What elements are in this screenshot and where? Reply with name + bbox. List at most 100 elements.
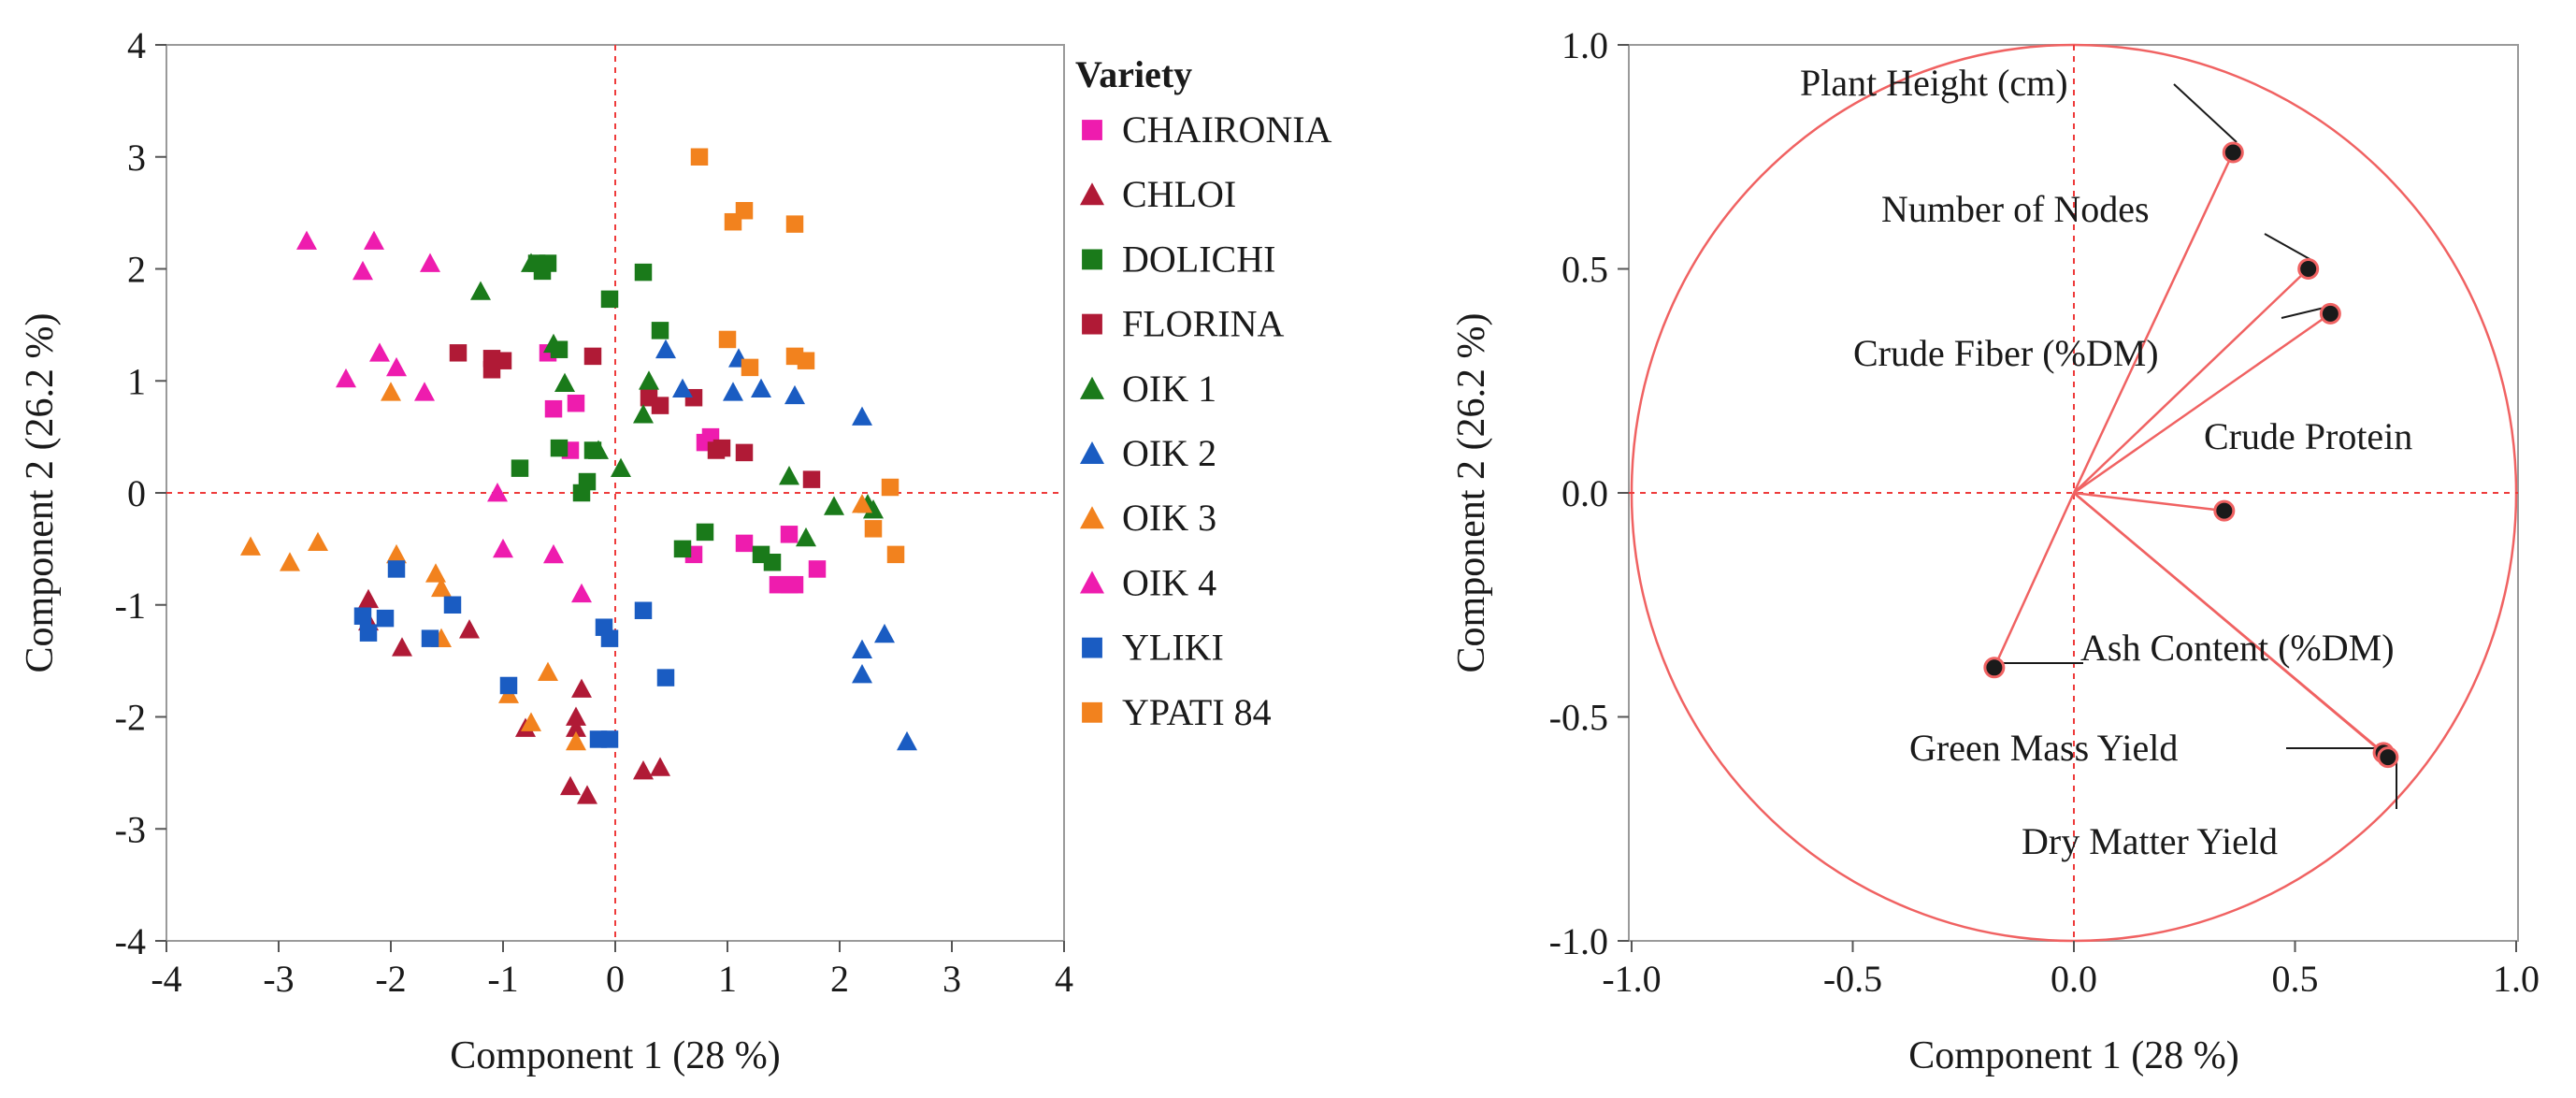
point-oik-3	[386, 543, 407, 564]
point-florina	[651, 397, 669, 414]
legend-label-oik-4: OIK 4	[1122, 561, 1216, 603]
score-x-tick-label: -3	[263, 958, 294, 1000]
score-plot: -4 -3 -2 -1 0 1 2 3 4 4 3 2 1 0 -1 -2 -3 -4 Component 1 …	[19, 24, 1073, 1077]
score-y-tick-label: 4	[127, 24, 146, 66]
loading-vector-plant-height-cm	[2072, 152, 2235, 494]
point-ypati-84	[718, 330, 737, 349]
score-y-tick-label: -1	[115, 585, 146, 627]
loading-y-tick-label: 0.5	[1561, 249, 1608, 291]
legend-marker-florina	[1082, 313, 1102, 335]
point-oik-4	[420, 253, 440, 272]
point-oik-2	[784, 384, 805, 405]
loading-vector-crude-protein	[2073, 491, 2224, 513]
loading-leader-lines	[1999, 83, 2397, 809]
point-yliki	[387, 560, 406, 578]
score-x-axis-label: Component 1 (28 %)	[450, 1034, 780, 1077]
loading-x-tick-label: 1.0	[2493, 958, 2540, 1000]
legend-marker-oik-4	[1080, 571, 1104, 594]
score-y-tick-label: -3	[115, 808, 146, 850]
loading-vectors	[1993, 152, 2389, 758]
leader-number-of-nodes	[2264, 233, 2312, 261]
point-oik-4	[493, 538, 513, 558]
point-oik-4	[543, 543, 564, 564]
loading-y-ticks: 1.0 0.5 0.0 -0.5 -1.0	[1549, 24, 1629, 962]
point-oik-2	[852, 406, 872, 426]
loading-label-plant-height: Plant Height (cm)	[1800, 62, 2068, 104]
point-chaironia	[735, 534, 754, 553]
loading-vector-dry-matter-yield	[2073, 492, 2389, 758]
loading-y-tick-label: -1.0	[1549, 920, 1608, 962]
loading-point-dry-matter-yield	[2377, 746, 2399, 769]
point-chloi	[566, 706, 586, 726]
point-dolichi	[511, 459, 529, 477]
point-oik-2	[874, 623, 895, 643]
point-oik-3	[566, 730, 586, 751]
point-florina	[712, 439, 731, 457]
point-yliki	[600, 730, 619, 748]
point-oik-2	[672, 378, 693, 397]
legend-label-chaironia: CHAIRONIA	[1122, 108, 1332, 151]
score-y-tick-label: 1	[127, 360, 146, 402]
legend-label-florina: FLORINA	[1122, 303, 1284, 345]
point-oik-1	[639, 370, 659, 390]
legend-marker-oik-1	[1080, 376, 1104, 399]
loading-x-axis-label: Component 1 (28 %)	[1908, 1034, 2238, 1077]
loading-plot: -1.0 -0.5 0.0 0.5 1.0 1.0 0.5 0.0 -0.5 -1.0 Plan…	[1450, 24, 2540, 1077]
point-oik-4	[571, 583, 592, 603]
score-x-tick-label: -1	[487, 958, 518, 1000]
score-x-tick-label: 0	[606, 958, 625, 1000]
point-ypati-84	[881, 478, 899, 497]
loading-point-plant-height-cm	[2222, 141, 2244, 164]
legend-marker-chaironia	[1082, 120, 1102, 140]
leader-plant-height	[2173, 83, 2238, 143]
point-ypati-84	[886, 545, 905, 564]
point-yliki	[634, 601, 653, 619]
legend-marker-ypati-84	[1082, 701, 1102, 723]
point-chloi	[392, 637, 412, 657]
point-chaironia	[544, 399, 563, 418]
leader-crude-fiber	[2281, 306, 2329, 319]
point-ypati-84	[735, 201, 754, 220]
loading-vector-number-of-nodes	[2073, 267, 2310, 494]
point-dolichi	[673, 540, 692, 558]
loading-point-ash-content-dm	[1983, 657, 2006, 679]
legend-label-chloi: CHLOI	[1122, 173, 1236, 215]
point-oik-4	[487, 483, 508, 502]
point-oik-1	[796, 527, 816, 547]
score-points	[240, 148, 917, 804]
legend-label-dolichi: DOLICHI	[1122, 238, 1275, 280]
point-florina	[583, 347, 602, 366]
point-yliki	[376, 609, 395, 628]
point-ypati-84	[690, 148, 709, 166]
point-yliki	[499, 676, 518, 695]
legend: Variety CHAIRONIA CHLOI DOLICHI FLORINA OIK …	[1075, 53, 1332, 733]
point-florina	[735, 443, 754, 462]
score-x-tick-label: 2	[830, 958, 849, 1000]
score-y-tick-label: -4	[115, 920, 146, 962]
loading-points	[1983, 141, 2399, 769]
legend-label-oik-3: OIK 3	[1122, 497, 1216, 539]
legend-marker-dolichi	[1082, 249, 1102, 270]
point-yliki	[421, 629, 439, 647]
score-x-tick-label: 3	[943, 958, 961, 1000]
point-yliki	[359, 624, 378, 642]
point-dolichi	[578, 472, 597, 491]
point-oik-2	[655, 339, 676, 359]
point-chloi	[566, 717, 586, 737]
point-chaironia	[785, 575, 804, 594]
point-oik-2	[852, 663, 872, 684]
point-dolichi	[696, 523, 714, 542]
legend-marker-yliki	[1082, 637, 1102, 658]
loading-label-number-of-nodes: Number of Nodes	[1881, 188, 2150, 230]
point-chaironia	[567, 394, 585, 412]
point-florina	[449, 344, 468, 362]
loading-label-crude-fiber: Crude Fiber (%DM)	[1853, 332, 2159, 374]
point-oik-1	[554, 372, 575, 392]
point-oik-3	[240, 536, 261, 556]
legend-label-oik-2: OIK 2	[1122, 432, 1216, 474]
legend-title: Variety	[1075, 53, 1192, 95]
point-oik-3	[308, 531, 328, 552]
loading-vector-crude-fiber-dm	[2073, 312, 2332, 495]
score-x-tick-label: -2	[375, 958, 406, 1000]
legend-label-ypati-84: YPATI 84	[1122, 691, 1272, 733]
